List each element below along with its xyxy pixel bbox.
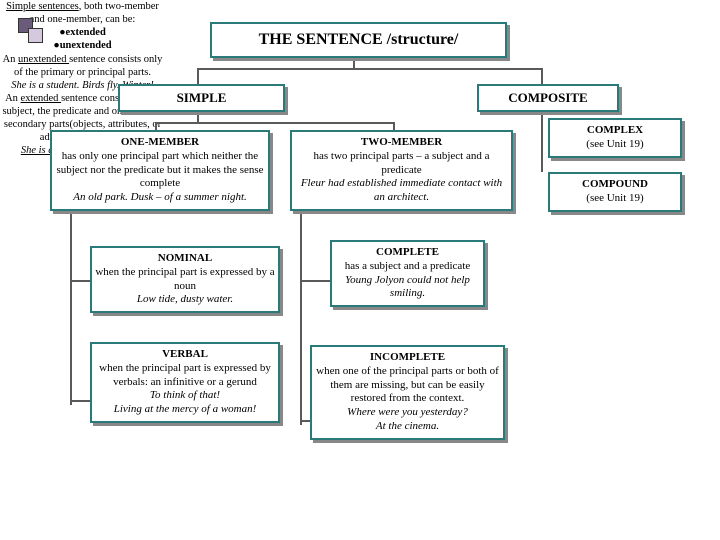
node-one-member: ONE-MEMBER has only one principal part w… [50, 130, 270, 211]
node-complete: COMPLETE has a subject and a predicate Y… [330, 240, 485, 307]
node-complex: COMPLEX (see Unit 19) [548, 118, 682, 158]
node-two-member: TWO-MEMBER has two principal parts – a s… [290, 130, 513, 211]
heading: COMPLEX [587, 124, 643, 136]
node-incomplete: INCOMPLETE when one of the principal par… [310, 345, 505, 440]
text: An [3, 54, 18, 65]
example: To think of that! [150, 389, 220, 401]
node-nominal: NOMINAL when the principal part is expre… [90, 246, 280, 313]
heading: TWO-MEMBER [361, 136, 442, 148]
heading: NOMINAL [158, 252, 212, 264]
text: when one of the principal parts or both … [316, 365, 499, 405]
text: An [5, 93, 20, 104]
example: Where were you yesterday? [347, 406, 468, 418]
heading: COMPOUND [582, 178, 648, 190]
text: unextended [60, 40, 112, 51]
node-composite: COMPOSITE [477, 84, 619, 112]
node-simple: SIMPLE [118, 84, 285, 112]
example: An old park. Dusk – of a summer night. [73, 191, 247, 203]
text: (see Unit 19) [586, 138, 643, 150]
example: Young Jolyon could not help smiling. [345, 274, 470, 300]
text: Simple sentences [6, 1, 79, 12]
text: (see Unit 19) [586, 192, 643, 204]
heading: INCOMPLETE [370, 351, 445, 363]
text: when the principal part is expressed by … [99, 362, 271, 388]
text: unextended [18, 54, 69, 65]
node-verbal: VERBAL when the principal part is expres… [90, 342, 280, 423]
heading: VERBAL [162, 348, 208, 360]
example: At the cinema. [376, 420, 439, 432]
text: has two principal parts – a subject and … [314, 150, 490, 176]
text: has only one principal part which neithe… [56, 150, 263, 190]
example: Living at the mercy of a woman! [114, 403, 257, 415]
example: Fleur had established immediate contact … [301, 177, 502, 203]
text: extended [21, 93, 62, 104]
text: has a subject and a predicate [345, 260, 471, 272]
title: THE SENTENCE /structure/ [210, 22, 507, 58]
heading: ONE-MEMBER [121, 136, 199, 148]
example: Low tide, dusty water. [137, 293, 233, 305]
text: when the principal part is expressed by … [95, 266, 274, 292]
text: extended [66, 27, 106, 38]
heading: COMPLETE [376, 246, 439, 258]
node-compound: COMPOUND (see Unit 19) [548, 172, 682, 212]
